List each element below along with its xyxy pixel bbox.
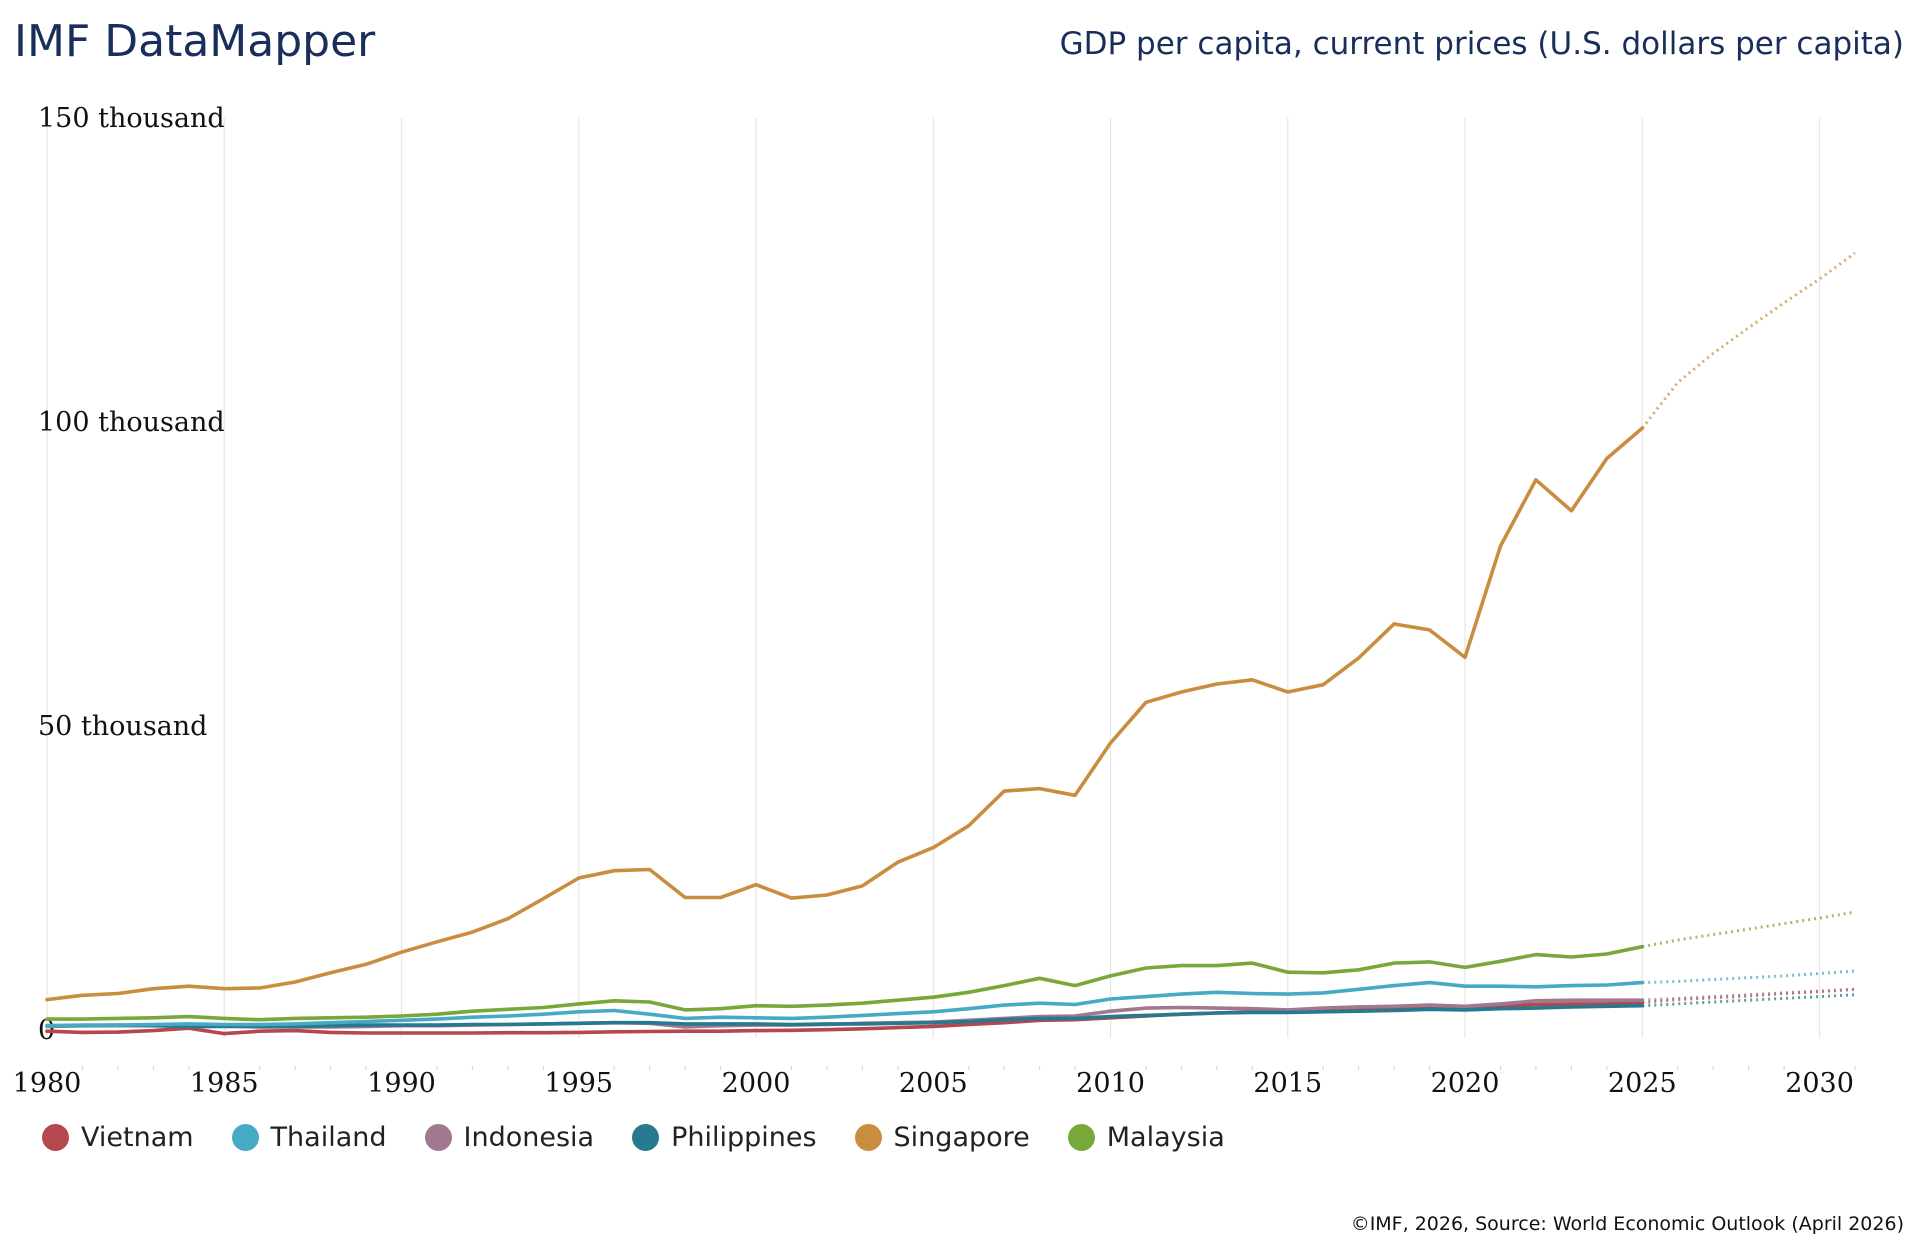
legend-label: Philippines [671,1122,817,1153]
series-lines [45,251,1856,1036]
legend-swatch-icon [854,1124,882,1151]
legend-swatch-icon [632,1124,660,1151]
legend-item-indonesia[interactable]: Indonesia [424,1122,595,1153]
chart-title: GDP per capita, current prices (U.S. dol… [1059,26,1904,62]
source-note: ©IMF, 2026, Source: World Economic Outlo… [1350,1213,1904,1235]
legend-item-singapore[interactable]: Singapore [854,1122,1030,1153]
y-tick-label: 150 thousand [38,103,225,134]
series-line-thailand[interactable] [45,980,1645,1028]
x-tick-label: 1990 [367,1068,436,1099]
legend-swatch-icon [42,1124,69,1151]
series-projection-singapore[interactable] [1641,251,1856,430]
series-line-philippines[interactable] [45,1003,1645,1029]
legend-item-malaysia[interactable]: Malaysia [1067,1122,1225,1153]
legend-label: Malaysia [1106,1122,1225,1153]
x-tick-label: 2030 [1785,1068,1854,1099]
x-tick-label: 1980 [13,1068,82,1099]
legend-swatch-icon [1067,1124,1095,1151]
legend: Vietnam Thailand Indonesia Philippines Singa… [42,1122,1263,1153]
x-tick-label: 2015 [1253,1068,1322,1099]
legend-item-thailand[interactable]: Thailand [231,1122,387,1153]
y-tick-label: 100 thousand [38,407,225,438]
brand-title: IMF DataMapper [14,16,376,67]
x-tick-label: 2005 [899,1068,968,1099]
series-projection-thailand[interactable] [1642,969,1856,985]
x-axis-ticks: 1980 1985 1990 1995 2000 2005 2010 2015 2020 2025… [13,1068,1854,1099]
x-tick-label: 2000 [722,1068,791,1099]
series-projection-malaysia[interactable] [1642,910,1856,949]
x-tick-label: 2020 [1431,1068,1500,1099]
x-tick-label: 1985 [190,1068,259,1099]
x-tick-label: 1995 [544,1068,613,1099]
series-line-vietnam[interactable] [45,1000,1645,1036]
legend-label: Indonesia [463,1122,595,1153]
grid-lines [46,118,1856,1070]
series-projection-indonesia[interactable] [1642,987,1856,1002]
legend-item-philippines[interactable]: Philippines [632,1122,817,1153]
legend-swatch-icon [424,1124,452,1151]
x-tick-label: 2025 [1608,1068,1677,1099]
legend-item-vietnam[interactable]: Vietnam [42,1122,194,1153]
x-tick-label: 2010 [1076,1068,1145,1099]
legend-label: Thailand [270,1122,387,1153]
legend-label: Vietnam [81,1122,194,1153]
legend-swatch-icon [231,1124,259,1151]
series-line-malaysia[interactable] [45,944,1645,1022]
series-line-singapore[interactable] [45,426,1645,1002]
y-tick-label: 50 thousand [38,711,207,742]
legend-label: Singapore [893,1122,1030,1153]
